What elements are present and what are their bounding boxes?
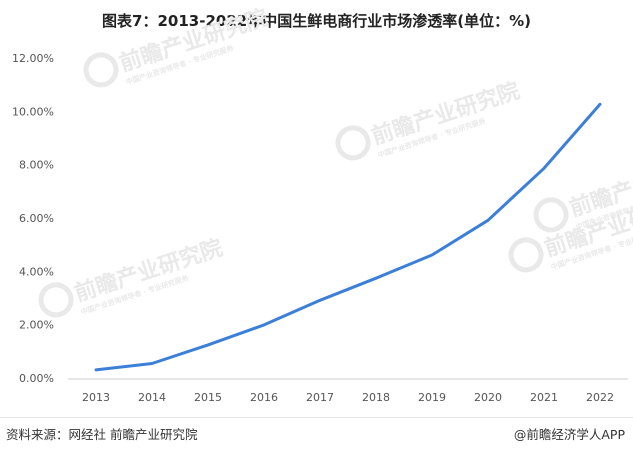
y-tick-label: 2.00% [19,319,54,332]
watermark-text: 前瞻产业研究院 [368,78,523,150]
y-tick-label: 10.00% [12,105,54,118]
x-tick-label: 2018 [362,391,390,404]
y-tick-label: 8.00% [19,159,54,172]
x-tick-label: 2019 [418,391,446,404]
series-line [94,102,602,372]
y-tick-label: 6.00% [19,212,54,225]
x-tick-label: 2014 [138,391,166,404]
source-note: 资料来源：网经社 前瞻产业研究院 [6,427,198,442]
x-tick-label: 2015 [194,391,222,404]
brand-credit: @前瞻经济学人APP [513,427,625,442]
chart-title: 图表7：2013-2022年中国生鲜电商行业市场渗透率(单位：%) [102,12,531,30]
x-tick-label: 2016 [250,391,278,404]
x-tick-label: 2020 [474,391,502,404]
y-tick-label: 12.00% [12,52,54,65]
x-tick-label: 2013 [82,391,110,404]
x-tick-label: 2017 [306,391,334,404]
footer-divider [0,417,633,418]
x-tick-label: 2022 [586,391,614,404]
y-axis-ticks: 0.00% 2.00% 4.00% 6.00% 8.00% 10.00% 12.00% [12,52,54,385]
y-tick-label: 4.00% [19,265,54,278]
x-axis-ticks: 2013 2014 2015 2016 2017 2018 2019 2020 2021 2022 [82,391,614,404]
y-tick-label: 0.00% [19,372,54,385]
x-tick-label: 2021 [530,391,558,404]
series-layer [94,102,602,372]
watermark-text: 前瞻产业研究院 [71,235,226,307]
watermark-text: 前瞻产业研究院 [116,5,271,77]
